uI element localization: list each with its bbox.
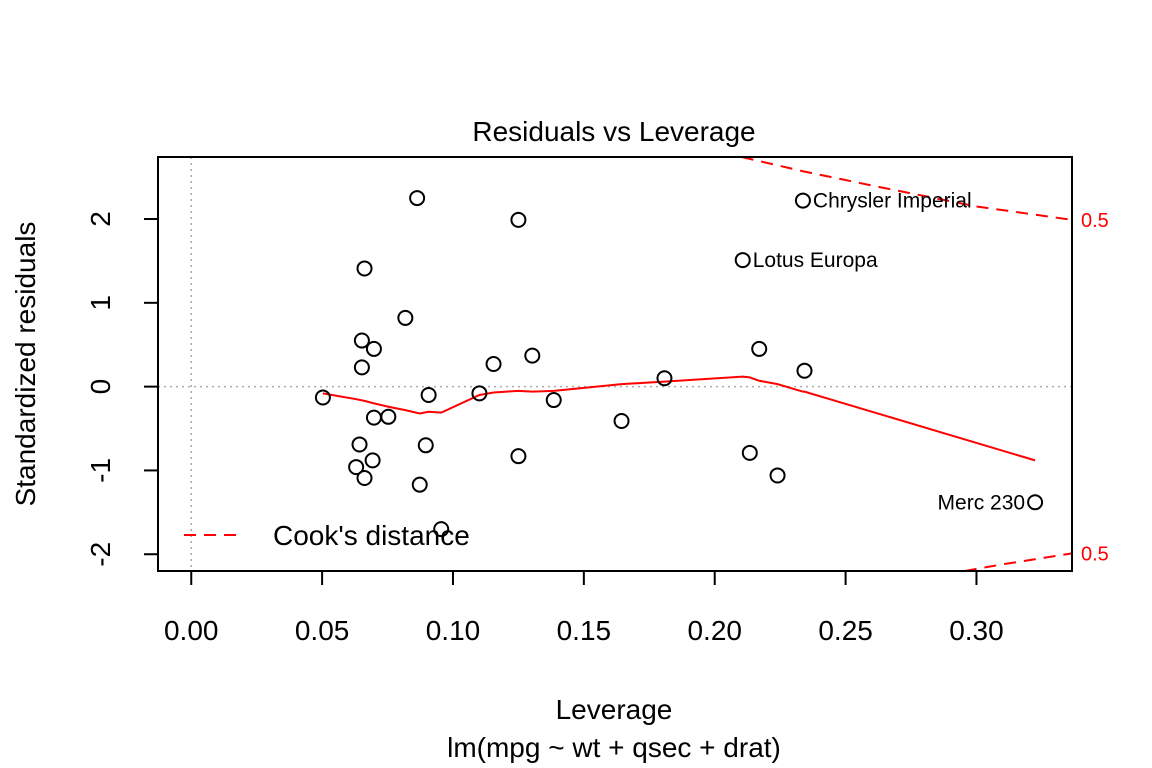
data-point <box>353 332 370 349</box>
point-labels: Chrysler Imperial Lotus Europa Merc 230 <box>753 190 1025 515</box>
cooks-distance-level-label-upper: 0.5 <box>1081 210 1109 232</box>
point-label: Merc 230 <box>938 491 1026 514</box>
x-tick-label: 0.10 <box>426 615 481 646</box>
data-point <box>734 252 751 269</box>
cooks-distance-line-upper <box>741 157 1072 221</box>
x-tick-label: 0.05 <box>295 615 350 646</box>
data-point <box>751 340 768 357</box>
data-point <box>545 392 562 409</box>
x-axis-label: Leverage <box>556 694 673 725</box>
data-point <box>314 389 331 406</box>
cooks-distance-line-lower <box>964 552 1072 571</box>
data-point <box>510 448 527 465</box>
data-point <box>351 436 368 453</box>
y-axis-label: Standardized residuals <box>10 222 41 507</box>
point-label: Chrysler Imperial <box>813 190 972 213</box>
axes: 0.00 0.05 0.10 0.15 0.20 0.25 0.30 -2 -1 0 1 2 <box>85 156 1073 646</box>
data-point <box>524 347 541 364</box>
data-point <box>769 467 786 484</box>
x-tick-label: 0.25 <box>818 615 873 646</box>
data-point <box>348 459 365 476</box>
data-point <box>471 385 488 402</box>
data-points <box>314 190 1044 538</box>
reference-lines <box>158 157 1072 571</box>
data-point <box>1027 494 1044 511</box>
y-tick-label: -2 <box>85 542 116 567</box>
x-tick-label: 0.30 <box>949 615 1004 646</box>
smoother-line <box>322 375 1036 462</box>
data-point <box>510 211 527 228</box>
data-point <box>411 476 428 493</box>
data-point <box>794 192 811 209</box>
data-point <box>420 387 437 404</box>
chart-title: Residuals vs Leverage <box>472 116 755 147</box>
legend: Cook's distance <box>184 520 470 551</box>
cooks-distance-contours: 0.5 0.5 <box>741 157 1109 571</box>
smoother-line-group <box>322 375 1036 462</box>
data-point <box>356 469 373 486</box>
x-tick-label: 0.00 <box>164 615 219 646</box>
data-point <box>365 340 382 357</box>
point-label: Lotus Europa <box>753 249 878 272</box>
data-point <box>365 409 382 426</box>
plot-frame <box>157 156 1073 572</box>
cooks-distance-level-label-lower: 0.5 <box>1081 543 1109 565</box>
data-point <box>397 309 414 326</box>
chart-subtitle: lm(mpg ~ wt + qsec + drat) <box>447 732 781 763</box>
data-point <box>417 437 434 454</box>
data-point <box>796 362 813 379</box>
data-point <box>656 370 673 387</box>
x-tick-label: 0.15 <box>557 615 612 646</box>
data-point <box>364 452 381 469</box>
data-point <box>613 412 630 429</box>
x-tick-label: 0.20 <box>687 615 742 646</box>
data-point <box>485 356 502 372</box>
data-point <box>380 408 397 425</box>
y-tick-label: -1 <box>85 458 116 483</box>
y-tick-label: 0 <box>85 379 116 395</box>
data-point <box>409 190 426 207</box>
legend-label: Cook's distance <box>273 520 470 551</box>
data-point <box>353 359 370 376</box>
y-tick-label: 1 <box>85 295 116 311</box>
data-point <box>433 521 450 538</box>
data-point <box>356 260 373 277</box>
data-point <box>741 444 758 461</box>
y-tick-label: 2 <box>85 211 116 227</box>
